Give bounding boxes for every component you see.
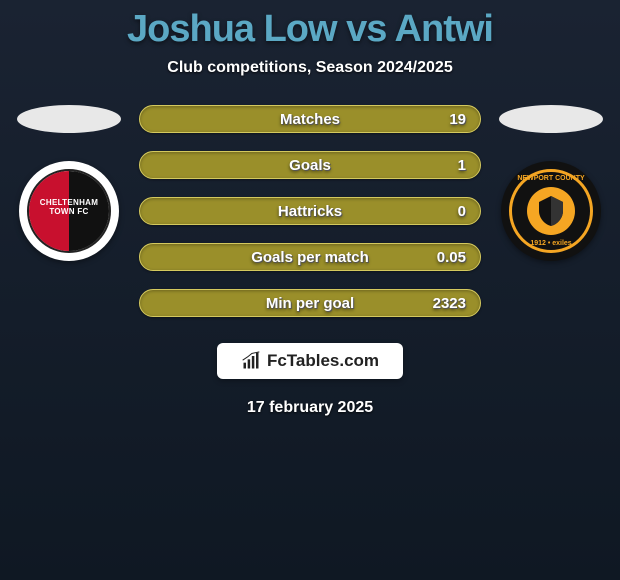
left-club-badge: CHELTENHAM TOWN FC [19,161,119,261]
brand-badge[interactable]: FcTables.com [217,343,403,379]
right-side: NEWPORT COUNTY 1912 • exiles [499,105,603,261]
subtitle: Club competitions, Season 2024/2025 [167,59,452,77]
stats-column: Matches 19 Goals 1 Hattricks 0 Goals per… [139,105,481,317]
date-text: 17 february 2025 [247,399,373,417]
stat-value: 2323 [433,295,466,312]
stat-value: 0.05 [437,249,466,266]
stat-bar-mpg: Min per goal 2323 [139,289,481,317]
newport-shield-icon [527,187,575,235]
stat-label: Goals per match [251,249,369,266]
cheltenham-crest-text: CHELTENHAM TOWN FC [29,199,109,217]
chart-icon [241,351,261,371]
crest-text-line: CHELTENHAM [40,198,98,207]
stat-bar-goals: Goals 1 [139,151,481,179]
newport-crest-icon: NEWPORT COUNTY 1912 • exiles [509,169,593,253]
player-photo-placeholder-right [499,105,603,133]
stat-value: 0 [458,203,466,220]
shield-icon [533,193,569,229]
page-title: Joshua Low vs Antwi [127,8,493,51]
stat-label: Matches [280,111,340,128]
stat-value: 19 [449,111,466,128]
right-club-badge: NEWPORT COUNTY 1912 • exiles [501,161,601,261]
left-side: CHELTENHAM TOWN FC [17,105,121,261]
stat-label: Goals [289,157,331,174]
player-photo-placeholder-left [17,105,121,133]
comparison-card: Joshua Low vs Antwi Club competitions, S… [0,0,620,417]
stat-label: Hattricks [278,203,342,220]
stat-bar-hattricks: Hattricks 0 [139,197,481,225]
cheltenham-crest-icon: CHELTENHAM TOWN FC [27,169,111,253]
brand-text: FcTables.com [267,351,379,371]
content-row: CHELTENHAM TOWN FC Matches 19 Goals 1 Ha… [0,105,620,317]
stat-value: 1 [458,157,466,174]
stat-label: Min per goal [266,295,354,312]
crest-ring-text: 1912 • exiles [512,240,590,247]
crest-ring-text: NEWPORT COUNTY [512,175,590,182]
crest-text-line: TOWN FC [49,207,88,216]
stat-bar-matches: Matches 19 [139,105,481,133]
stat-bar-gpm: Goals per match 0.05 [139,243,481,271]
